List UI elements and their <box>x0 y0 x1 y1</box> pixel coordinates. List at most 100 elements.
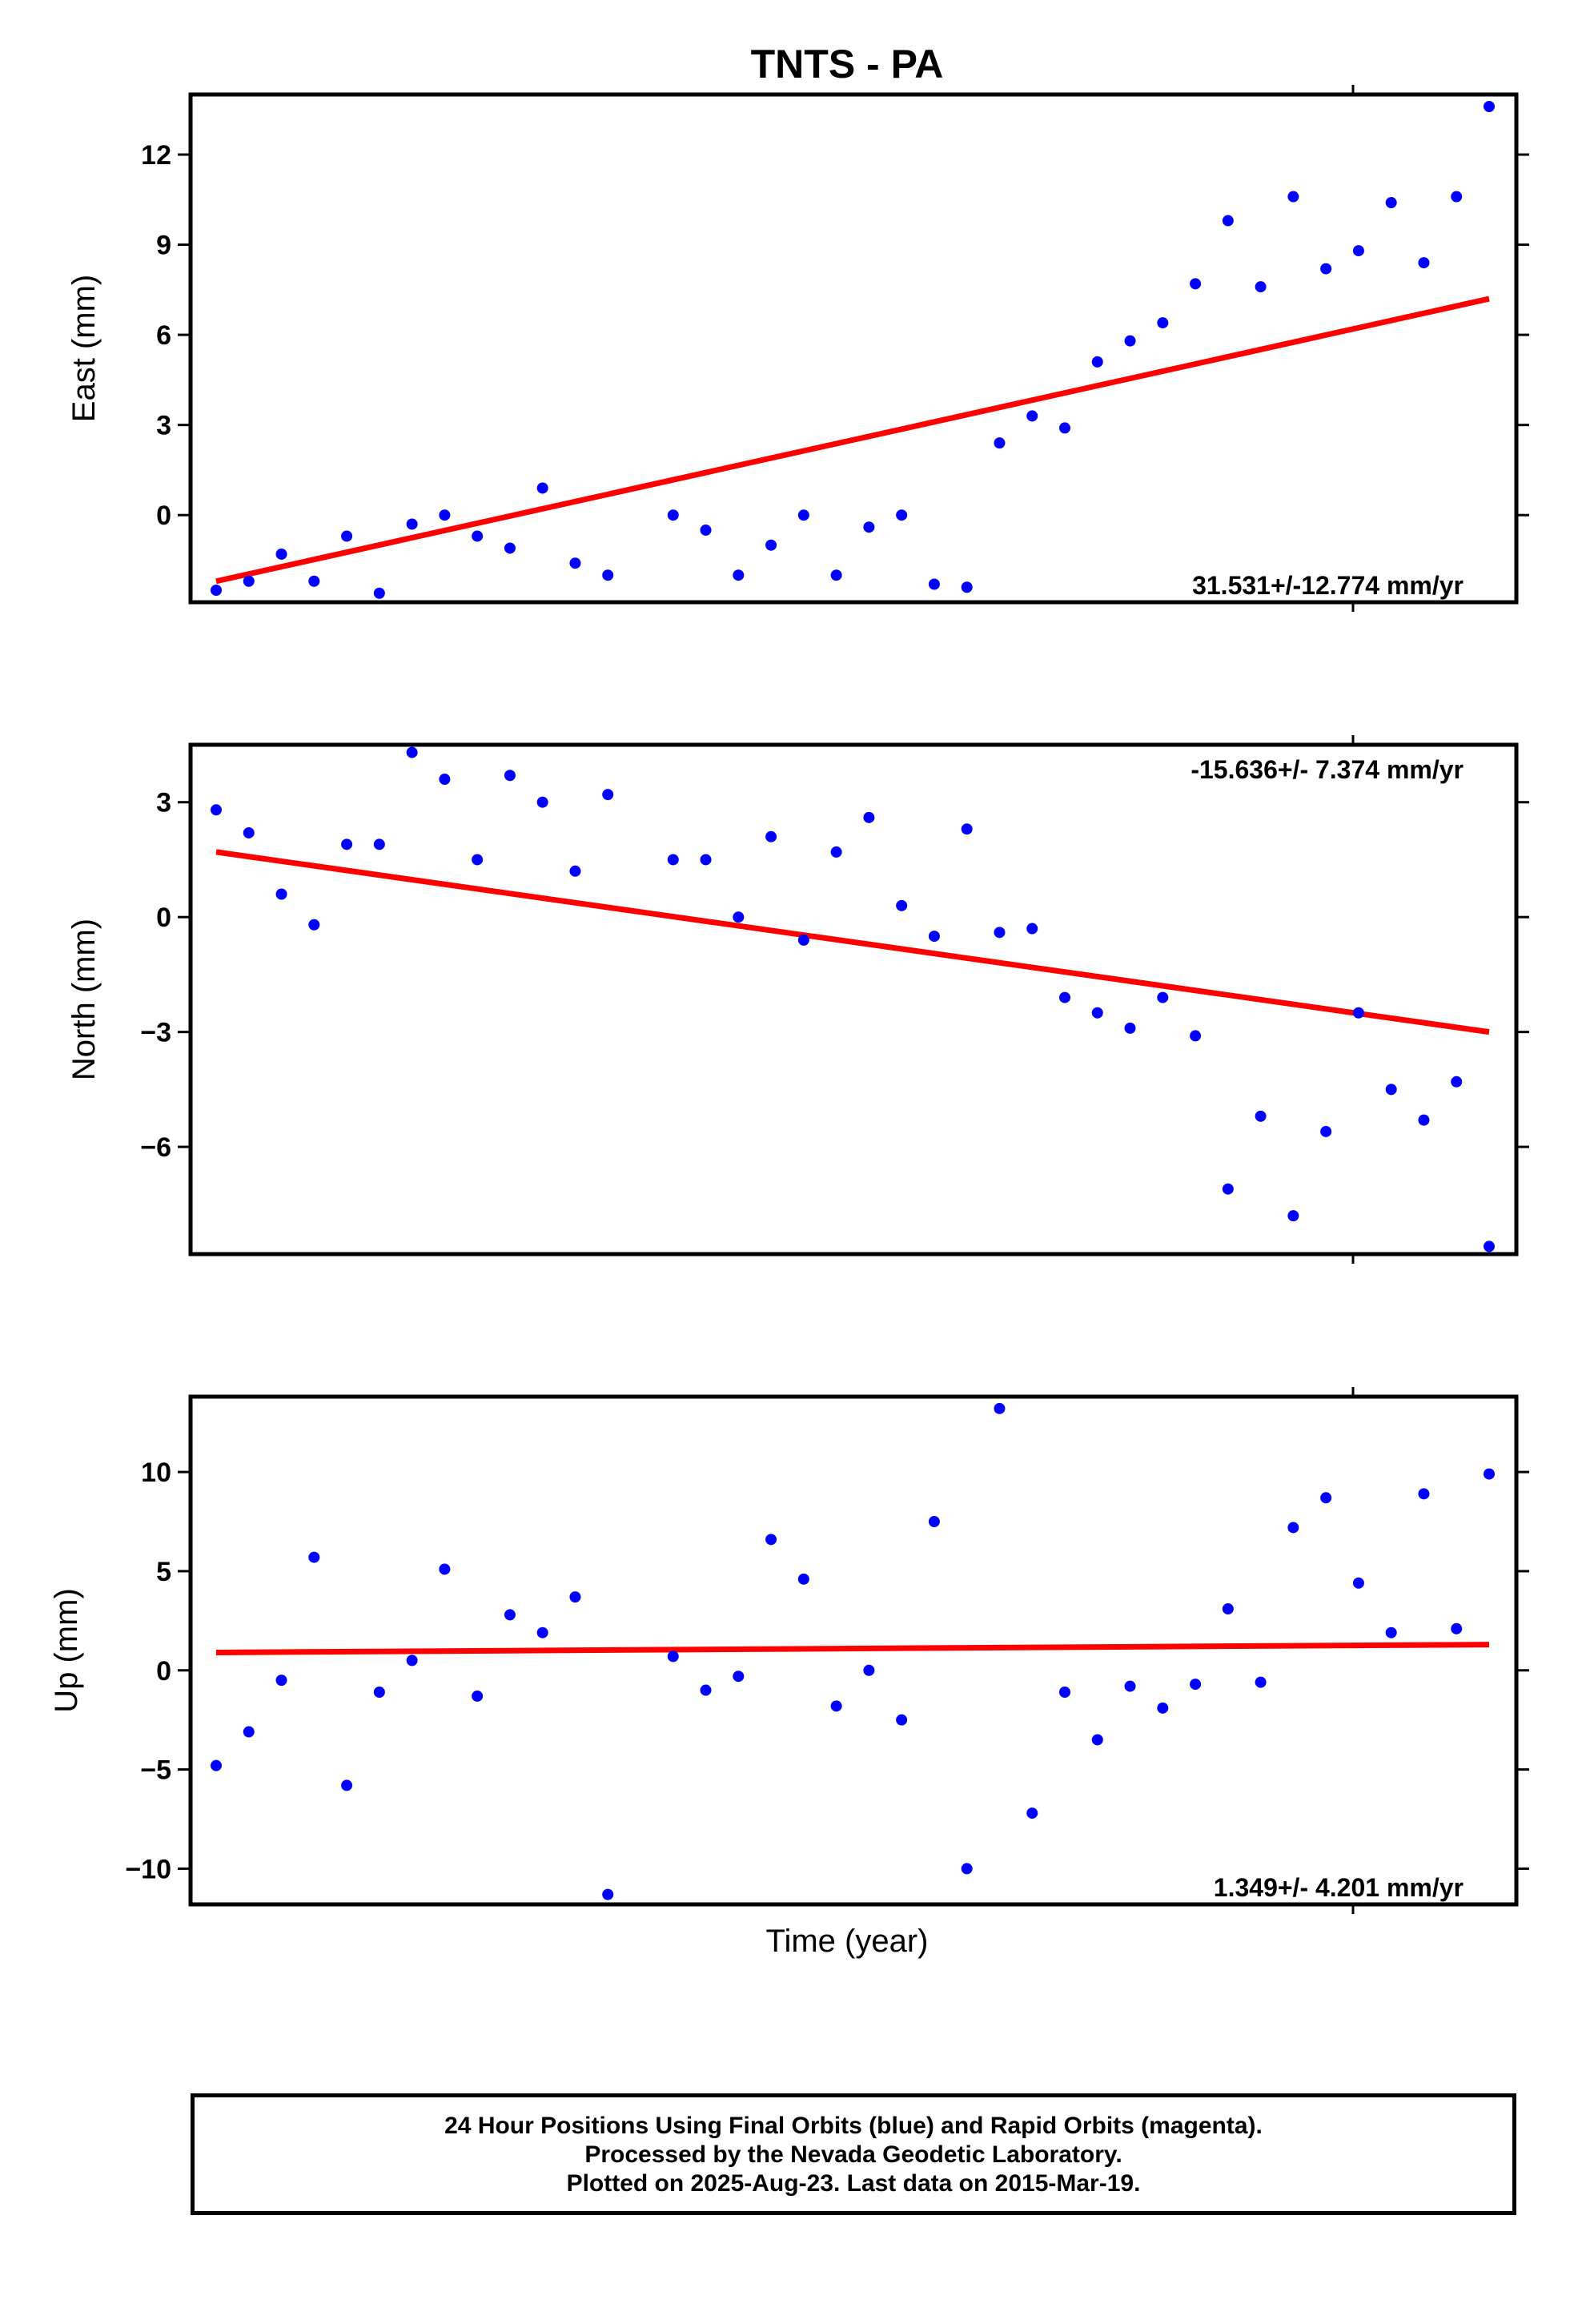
north-data-point <box>1451 1076 1463 1088</box>
up-data-point <box>1320 1492 1332 1504</box>
caption-line-2: Processed by the Nevada Geodetic Laborat… <box>584 2141 1122 2168</box>
east-data-point <box>472 530 484 542</box>
east-data-point <box>341 530 353 542</box>
up-data-point <box>211 1759 222 1771</box>
east-data-point <box>1222 215 1234 227</box>
north-data-point <box>1222 1183 1234 1195</box>
up-data-point <box>243 1726 255 1738</box>
east-data-point <box>765 539 777 551</box>
caption-line-1: 24 Hour Positions Using Final Orbits (bl… <box>444 2113 1263 2139</box>
north-data-point <box>667 854 679 866</box>
east-panel: 0 3 6 9 12 East (mm) 31.531+/-12.774 mm/yr <box>66 85 1529 612</box>
east-data-point <box>830 569 842 581</box>
up-data-point <box>700 1684 712 1696</box>
north-data-point <box>797 934 809 946</box>
north-trend-line <box>215 849 1490 1035</box>
north-data-point <box>896 899 908 911</box>
up-data-point <box>1385 1626 1397 1638</box>
up-data-point <box>1157 1702 1169 1714</box>
north-data-point <box>1320 1125 1332 1137</box>
up-ytick-label: 0 <box>156 1656 171 1687</box>
up-data-point <box>569 1591 581 1603</box>
north-data-point <box>439 774 451 786</box>
up-data-point <box>1222 1602 1234 1614</box>
north-data-point <box>1124 1022 1136 1034</box>
up-data-point <box>830 1700 842 1712</box>
up-data-point <box>1026 1807 1038 1819</box>
north-data-point <box>994 927 1006 939</box>
east-data-point <box>602 569 614 581</box>
north-data-point <box>472 854 484 866</box>
up-data-point <box>994 1402 1006 1414</box>
up-data-point <box>373 1687 385 1699</box>
east-data-point <box>1124 335 1136 347</box>
east-data-point <box>243 575 255 587</box>
east-data-point <box>373 587 385 599</box>
east-data-point <box>1320 263 1332 275</box>
east-data-point <box>406 518 418 530</box>
north-data-point <box>602 789 614 801</box>
east-data-point <box>275 548 287 560</box>
north-data-point <box>1352 1007 1364 1019</box>
north-data-point <box>373 838 385 850</box>
north-data-point <box>406 746 418 758</box>
north-points <box>211 746 1495 1252</box>
east-ytick-label: 9 <box>156 231 171 261</box>
north-data-point <box>1385 1084 1397 1096</box>
east-data-point <box>1190 278 1202 290</box>
north-ytick-label: 3 <box>156 788 171 818</box>
east-data-point <box>1026 410 1038 422</box>
north-data-point <box>765 830 777 842</box>
up-data-point <box>275 1675 287 1687</box>
north-data-point <box>1026 923 1038 935</box>
east-data-point <box>667 509 679 521</box>
east-data-point <box>504 542 516 554</box>
east-ytick-label: 0 <box>156 501 171 531</box>
up-ytick-label: 5 <box>156 1557 171 1587</box>
east-data-point <box>1451 191 1463 203</box>
east-data-point <box>211 584 222 596</box>
up-data-point <box>1352 1577 1364 1589</box>
north-rate-label: -15.636+/- 7.374 mm/yr <box>1191 755 1464 784</box>
north-data-point <box>700 854 712 866</box>
east-data-point <box>863 521 875 533</box>
east-data-point <box>896 509 908 521</box>
up-data-point <box>928 1516 940 1528</box>
east-data-point <box>928 578 940 590</box>
north-data-point <box>243 826 255 838</box>
north-data-point <box>1484 1240 1495 1252</box>
east-data-point <box>1059 422 1070 434</box>
east-data-point <box>1352 245 1364 257</box>
east-data-point <box>1484 101 1495 113</box>
east-data-point <box>733 569 745 581</box>
north-data-point <box>211 804 222 816</box>
east-data-point <box>1418 257 1430 269</box>
chart-title: TNTS - PA <box>751 42 944 86</box>
north-data-point <box>733 911 745 923</box>
up-data-point <box>863 1664 875 1676</box>
up-data-point <box>733 1671 745 1683</box>
north-ytick-label: −6 <box>140 1132 171 1163</box>
east-frame <box>188 92 1519 605</box>
up-data-point <box>536 1626 548 1638</box>
east-rate-label: 31.531+/-12.774 mm/yr <box>1192 571 1464 600</box>
north-ylabel: North (mm) <box>66 919 102 1080</box>
up-data-point <box>1059 1687 1070 1699</box>
north-data-point <box>569 865 581 877</box>
up-data-point <box>1484 1468 1495 1480</box>
north-data-point <box>1287 1210 1299 1222</box>
up-data-point <box>1091 1734 1103 1746</box>
up-data-point <box>667 1651 679 1663</box>
east-data-point <box>994 437 1006 449</box>
up-ytick-label: −10 <box>125 1854 171 1884</box>
up-data-point <box>961 1863 973 1875</box>
up-panel: −10 −5 0 5 10 Up (mm) 1.349+/- 4.201 mm/yr <box>49 1387 1529 1914</box>
north-data-point <box>1059 991 1070 1003</box>
north-panel: −6 −3 0 3 North (mm) -15.636+/- 7.374 mm/yr <box>66 735 1529 1264</box>
east-data-point <box>569 557 581 569</box>
east-points <box>211 101 1495 599</box>
north-data-point <box>830 846 842 858</box>
up-rate-label: 1.349+/- 4.201 mm/yr <box>1214 1873 1464 1902</box>
east-data-point <box>308 575 320 587</box>
up-data-point <box>439 1563 451 1575</box>
